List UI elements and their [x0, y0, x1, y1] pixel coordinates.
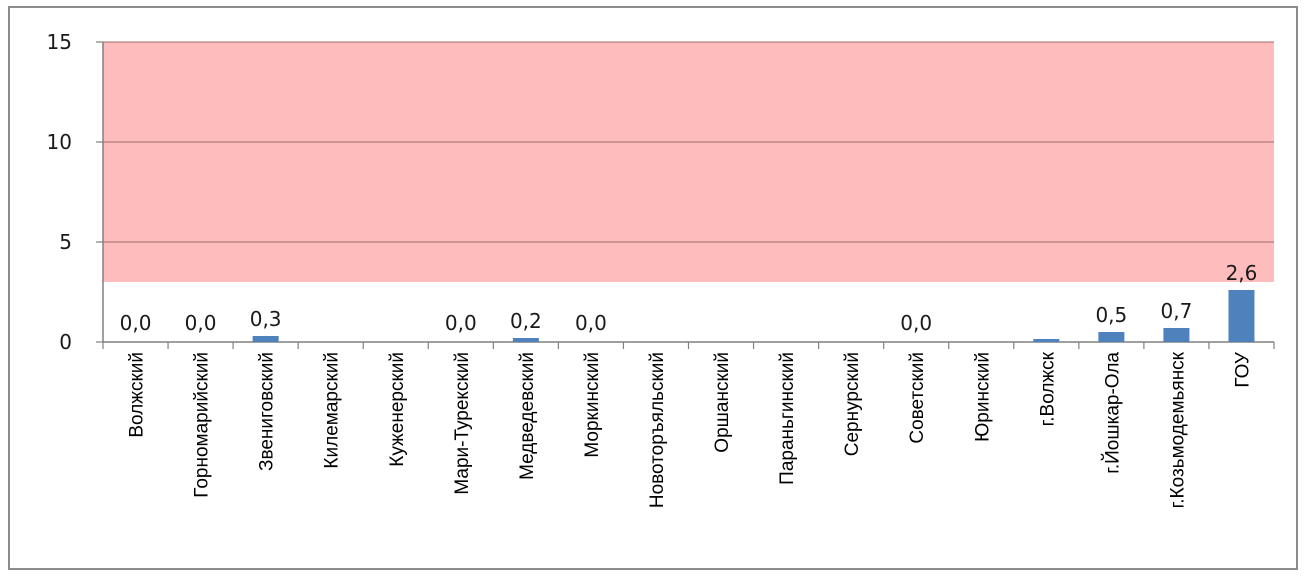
category-label: Куженерский [387, 352, 408, 467]
category-label: Советский [907, 352, 928, 444]
data-label: 0,2 [510, 309, 542, 333]
y-tick-label: 10 [47, 130, 72, 154]
y-tick-label: 0 [59, 330, 72, 354]
category-label: Волжский [127, 352, 148, 438]
y-tick-label: 5 [59, 230, 72, 254]
data-label: 0,0 [185, 311, 217, 335]
bar [513, 338, 539, 342]
category-label: г.Йошкар-Ола [1101, 352, 1123, 474]
category-label: г.Волжск [1037, 351, 1058, 426]
threshold-band [103, 42, 1274, 282]
category-label: Оршанский [712, 352, 733, 453]
category-label: Параньгинский [777, 352, 798, 485]
y-axis-ticks: 0 5 10 15 [47, 30, 103, 354]
data-label: 0,0 [120, 311, 152, 335]
category-label: Килемарский [322, 352, 343, 469]
bar [253, 336, 279, 342]
data-label: 0,7 [1161, 299, 1193, 323]
bar [1163, 328, 1189, 342]
category-label: Сернурский [842, 352, 863, 456]
category-label: ГОУ [1232, 351, 1253, 388]
category-label: Звениговский [257, 352, 278, 471]
category-label: Горномарийский [192, 352, 213, 498]
data-label: 0,0 [575, 311, 607, 335]
category-label: Новоторъяльский [647, 352, 668, 508]
bar [1228, 290, 1254, 342]
data-label: 0,0 [900, 311, 932, 335]
data-label: 0,3 [250, 307, 282, 331]
data-label: 0,0 [445, 311, 477, 335]
data-label: 2,6 [1226, 261, 1258, 285]
category-label: Моркинский [582, 352, 603, 458]
bar [1033, 339, 1059, 342]
data-label: 0,5 [1095, 303, 1127, 327]
category-label: Мари-Турекский [452, 352, 473, 495]
category-label: Медведевский [517, 352, 538, 480]
category-labels: Волжский Горномарийский Звениговский Килема… [103, 342, 1274, 508]
category-label: Юринский [972, 352, 993, 442]
bar [1098, 332, 1124, 342]
category-label: г.Козьмодемьянск [1167, 351, 1188, 508]
y-tick-label: 15 [47, 30, 72, 54]
